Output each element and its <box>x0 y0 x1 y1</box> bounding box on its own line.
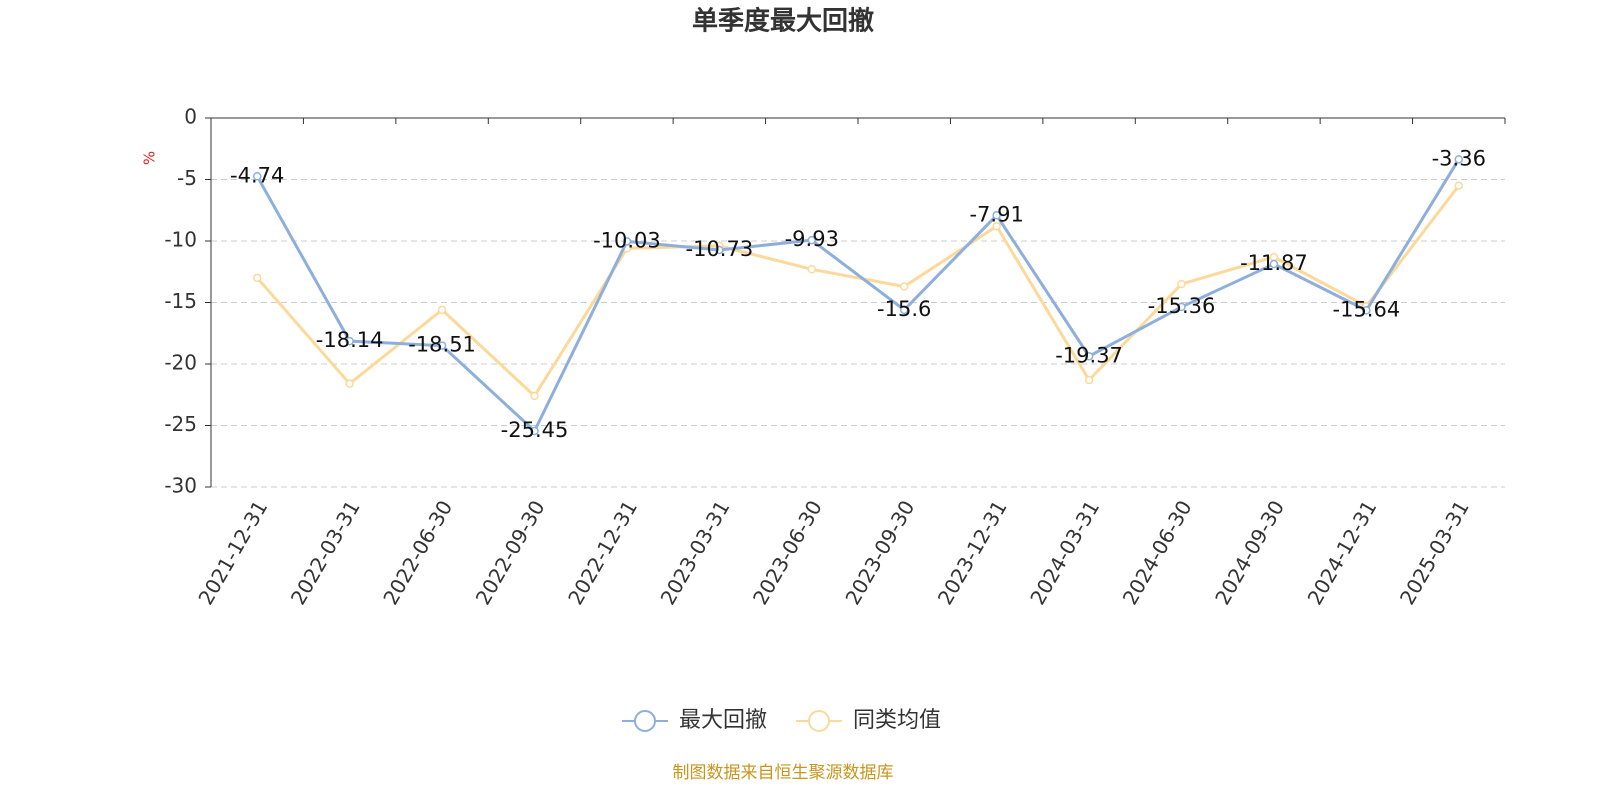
point <box>252 172 262 181</box>
point <box>992 221 1001 231</box>
y-tick-label: -20 <box>164 351 197 375</box>
point <box>1084 375 1094 385</box>
data-label: -4.74 <box>230 163 284 187</box>
point <box>807 235 817 245</box>
point <box>1177 279 1186 289</box>
legend-label: 最大回撤 <box>679 708 767 733</box>
chart-title: 单季度最大回撤 <box>692 6 874 37</box>
x-tick-label: 2024-09-30 <box>1210 496 1289 609</box>
point <box>1177 302 1186 312</box>
x-tick-label: 2022-03-31 <box>286 496 365 609</box>
point <box>437 341 447 350</box>
data-label: -11.87 <box>1240 251 1308 275</box>
y-tick-label: 0 <box>184 105 197 129</box>
x-tick-label: 2023-12-31 <box>933 496 1012 609</box>
legend-marker <box>634 710 656 732</box>
x-tick-label: 2022-06-30 <box>378 496 457 609</box>
footer: 制图数据来自恒生聚源数据库 <box>673 763 894 783</box>
point <box>1454 181 1464 190</box>
series-line <box>256 184 1460 399</box>
point <box>992 211 1001 220</box>
data-label: -15.64 <box>1333 297 1401 321</box>
x-tick-label: 2023-09-30 <box>840 496 919 609</box>
point <box>1454 155 1464 164</box>
y-tick-label: -25 <box>164 412 197 436</box>
data-label: -18.51 <box>408 333 476 357</box>
x-tick-label: 2024-03-31 <box>1025 496 1104 609</box>
series <box>252 155 1464 436</box>
x-tick-label: 2022-12-31 <box>563 496 642 609</box>
point <box>1362 306 1371 315</box>
point <box>807 265 817 274</box>
data-label: -19.37 <box>1055 343 1123 367</box>
y-tick-label: -5 <box>177 166 197 190</box>
series <box>252 181 1464 401</box>
x-tick-label: 2024-06-30 <box>1118 496 1197 609</box>
point <box>715 245 724 255</box>
x-tick-label: 2023-03-31 <box>656 496 735 609</box>
data-label: -10.73 <box>686 237 754 261</box>
y-tick-label: -10 <box>164 228 197 252</box>
y-tick-label: -30 <box>164 474 197 498</box>
data-label: -18.14 <box>316 328 384 352</box>
series-line <box>255 158 1461 434</box>
y-axis-label: % <box>141 151 159 165</box>
point <box>345 336 354 346</box>
data-label: -9.93 <box>785 227 839 251</box>
x-tick-label: 2022-09-30 <box>471 496 550 609</box>
data-label: -3.36 <box>1432 146 1486 170</box>
x-tick-label: 2024-12-31 <box>1303 496 1382 609</box>
data-label: -15.6 <box>877 297 931 321</box>
point <box>622 237 632 246</box>
legend-label: 同类均值 <box>853 708 941 733</box>
point <box>1269 259 1279 269</box>
point <box>899 282 909 291</box>
x-tick-label: 2025-03-31 <box>1395 496 1474 609</box>
point <box>530 391 539 401</box>
data-label: -7.91 <box>969 202 1023 226</box>
point <box>252 273 262 283</box>
point <box>899 305 909 315</box>
legend-marker <box>808 710 830 732</box>
data-label: -25.45 <box>501 418 569 442</box>
x-tick-label: 2021-12-31 <box>193 496 272 609</box>
y-tick-label: -15 <box>164 289 197 313</box>
x-tick-label: 2023-06-30 <box>748 496 827 609</box>
point <box>1084 352 1094 361</box>
point <box>345 379 354 388</box>
point <box>530 426 539 436</box>
point <box>437 305 447 315</box>
data-label: -15.36 <box>1148 294 1216 318</box>
data-label: -10.03 <box>593 228 661 252</box>
